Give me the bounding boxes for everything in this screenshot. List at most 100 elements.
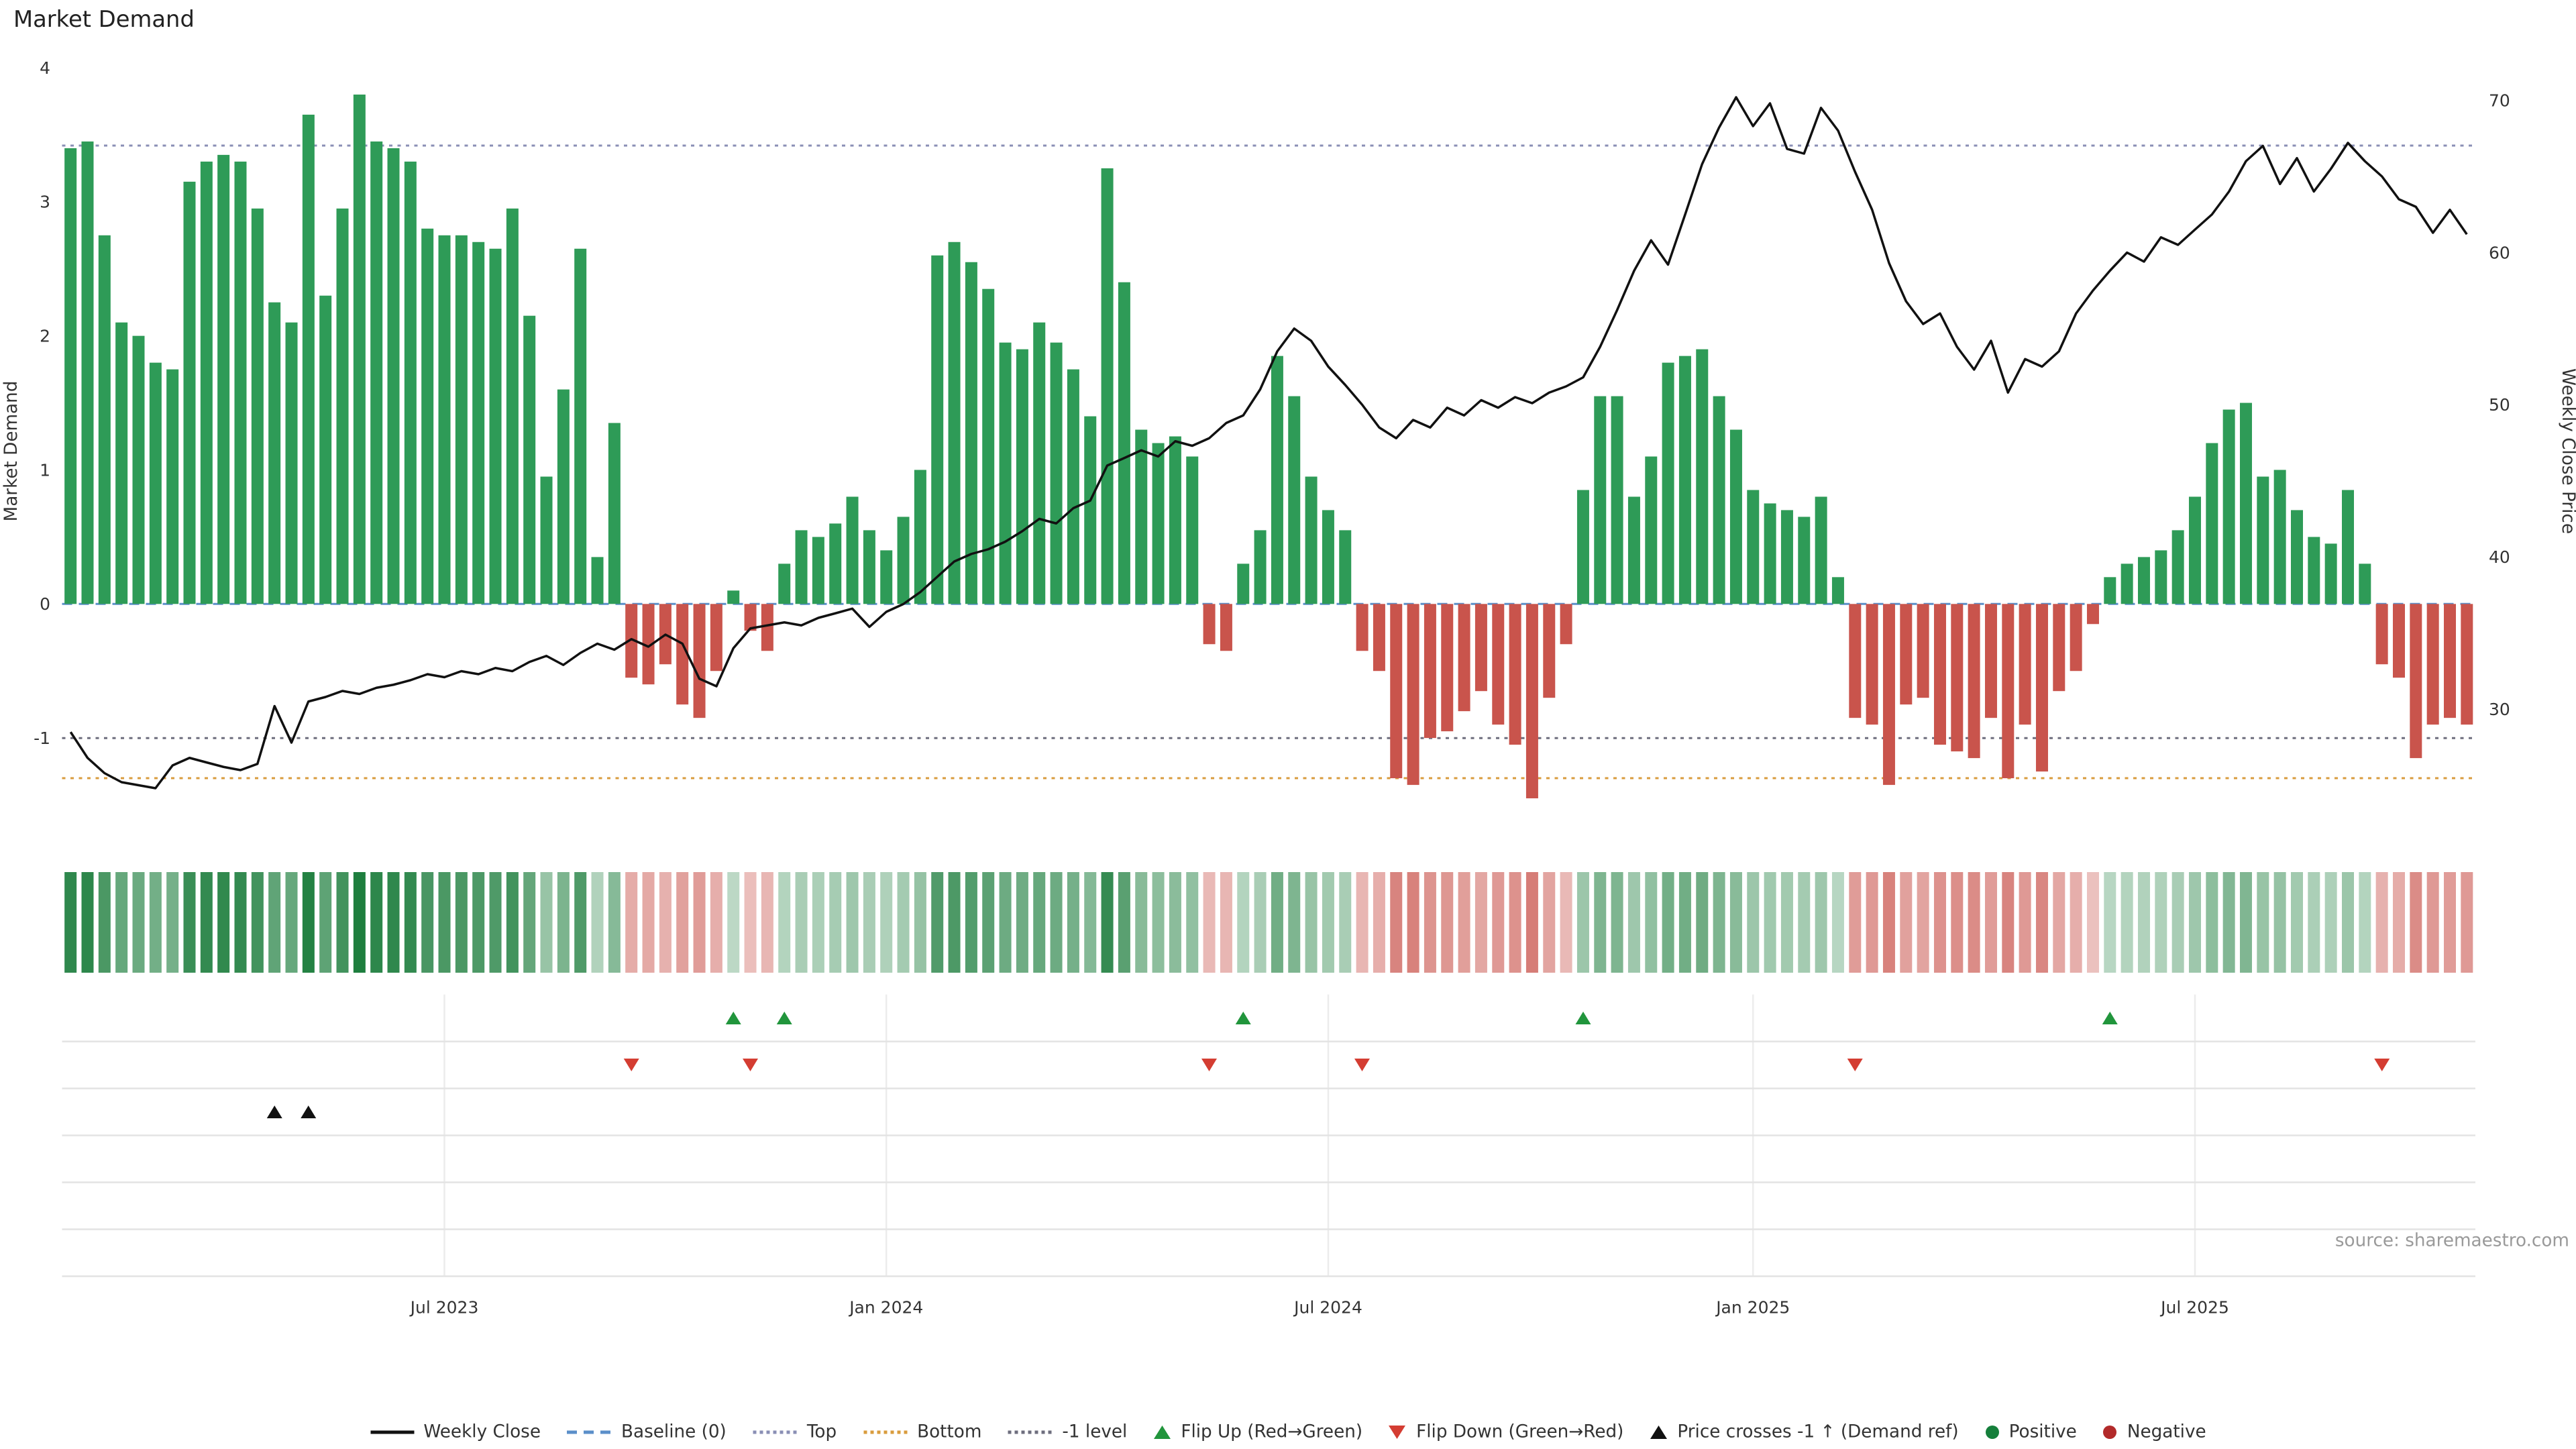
demand-bar-positive bbox=[1118, 282, 1130, 604]
demand-bar-positive bbox=[1186, 456, 1199, 604]
heatmap-cell bbox=[659, 872, 672, 973]
demand-bar-positive bbox=[1152, 443, 1165, 604]
demand-bar-positive bbox=[1780, 510, 1793, 604]
demand-bar-negative bbox=[1458, 604, 1470, 712]
heatmap-cell bbox=[914, 872, 926, 973]
heatmap-cell bbox=[982, 872, 995, 973]
demand-bar-positive bbox=[2291, 510, 2303, 604]
heatmap-cell bbox=[1356, 872, 1368, 973]
demand-bar-positive bbox=[2137, 557, 2150, 604]
heatmap-cell bbox=[2393, 872, 2405, 973]
demand-bar-positive bbox=[1594, 396, 1607, 604]
left-axis-tick-label: 1 bbox=[40, 460, 50, 480]
demand-bar-positive bbox=[2206, 443, 2218, 604]
heatmap-cell bbox=[1424, 872, 1436, 973]
left-axis-tick-label: 2 bbox=[40, 327, 50, 346]
demand-bar-negative bbox=[1441, 604, 1454, 732]
demand-bar-positive bbox=[591, 557, 604, 604]
demand-bar-positive bbox=[1288, 396, 1301, 604]
heatmap-cell bbox=[2257, 872, 2269, 973]
legend-label: Negative bbox=[2127, 1422, 2206, 1442]
demand-bar-negative bbox=[2070, 604, 2082, 672]
demand-bar-positive bbox=[1662, 362, 1674, 604]
demand-bar-negative bbox=[676, 604, 689, 705]
flip-down-markers bbox=[623, 1059, 2390, 1071]
baseline-line-icon bbox=[567, 1430, 611, 1434]
demand-bar-positive bbox=[319, 295, 332, 604]
flip-down-triangle-icon bbox=[1354, 1059, 1370, 1071]
x-axis-tick-label: Jan 2025 bbox=[1715, 1298, 1790, 1318]
heatmap-cell bbox=[523, 872, 536, 973]
demand-bar-negative bbox=[1424, 604, 1436, 739]
demand-bar-positive bbox=[370, 141, 383, 604]
heatmap-cell bbox=[1560, 872, 1572, 973]
demand-bar-positive bbox=[1339, 530, 1352, 604]
heatmap-cell bbox=[1407, 872, 1419, 973]
heatmap-cell bbox=[472, 872, 485, 973]
demand-bar-positive bbox=[829, 523, 842, 604]
heatmap-cell bbox=[2324, 872, 2337, 973]
heatmap-cell bbox=[1729, 872, 1742, 973]
demand-bar-positive bbox=[2222, 409, 2235, 604]
demand-bar-positive bbox=[336, 208, 349, 604]
right-axis-tick-label: 30 bbox=[2489, 700, 2510, 719]
heatmap-cell bbox=[1849, 872, 1862, 973]
heatmap-cell bbox=[1016, 872, 1028, 973]
heatmap-cell bbox=[1645, 872, 1658, 973]
x-axis-tick-label: Jul 2024 bbox=[1293, 1298, 1362, 1318]
price-cross-triangle-icon bbox=[266, 1106, 282, 1118]
heatmap-cell bbox=[2239, 872, 2252, 973]
heatmap-cell bbox=[1798, 872, 1811, 973]
heatmap-cell bbox=[1764, 872, 1776, 973]
heatmap-cell bbox=[1458, 872, 1470, 973]
demand-bar-positive bbox=[1101, 168, 1114, 604]
flip-up-markers bbox=[725, 1012, 2118, 1024]
demand-bar-negative bbox=[710, 604, 722, 672]
heatmap-cell bbox=[574, 872, 587, 973]
demand-bar-positive bbox=[2239, 402, 2252, 604]
heatmap-cell bbox=[1747, 872, 1760, 973]
right-axis: 70 60 50 40 30 Weekly Close Price bbox=[2489, 91, 2576, 719]
heatmap-cell bbox=[2444, 872, 2456, 973]
demand-bar-positive bbox=[251, 208, 264, 604]
demand-bar-negative bbox=[1933, 604, 1946, 745]
heatmap-cell bbox=[931, 872, 944, 973]
left-axis-tick-label: 3 bbox=[40, 193, 50, 212]
demand-bar-negative bbox=[2035, 604, 2048, 772]
demand-bar-negative bbox=[1882, 604, 1895, 786]
heatmap-cell bbox=[2002, 872, 2015, 973]
heatmap-cell bbox=[200, 872, 213, 973]
heatmap-cell bbox=[2342, 872, 2354, 973]
heatmap-cell bbox=[965, 872, 977, 973]
heatmap-cell bbox=[2137, 872, 2150, 973]
heatmap-cell bbox=[506, 872, 519, 973]
legend-item-price-crosses-1-demand-ref: Price crosses -1 ↑ (Demand ref) bbox=[1650, 1422, 1959, 1442]
demand-bar-positive bbox=[98, 235, 111, 604]
legend-item-bottom: Bottom bbox=[863, 1422, 981, 1442]
demand-bar-positive bbox=[948, 241, 961, 604]
heatmap-cell bbox=[1627, 872, 1640, 973]
flip-down-triangle-icon bbox=[623, 1059, 639, 1071]
x-axis-tick-label: Jul 2025 bbox=[2159, 1298, 2229, 1318]
heatmap-cell bbox=[2291, 872, 2303, 973]
heatmap-cell bbox=[2086, 872, 2099, 973]
heatmap-cell bbox=[98, 872, 111, 973]
right-axis-tick-label: 50 bbox=[2489, 395, 2510, 415]
demand-bar-positive bbox=[1033, 322, 1046, 604]
heatmap-cell bbox=[1968, 872, 1980, 973]
demand-bar-negative bbox=[1220, 604, 1232, 651]
heatmap-cell bbox=[1678, 872, 1691, 973]
demand-bar-positive bbox=[914, 470, 926, 604]
heatmap-cell bbox=[1186, 872, 1199, 973]
demand-bar-positive bbox=[2188, 496, 2201, 604]
heatmap-cell bbox=[2035, 872, 2048, 973]
heatmap-cell bbox=[302, 872, 315, 973]
demand-bar-positive bbox=[2171, 530, 2184, 604]
negative-dot-icon bbox=[2103, 1426, 2117, 1439]
heatmap-cell bbox=[1067, 872, 1079, 973]
legend-label: Flip Down (Green→Red) bbox=[1416, 1422, 1624, 1442]
heatmap-cell bbox=[1815, 872, 1827, 973]
heatmap-cell bbox=[132, 872, 145, 973]
heatmap-cell bbox=[387, 872, 400, 973]
demand-bar-positive bbox=[2273, 470, 2286, 604]
